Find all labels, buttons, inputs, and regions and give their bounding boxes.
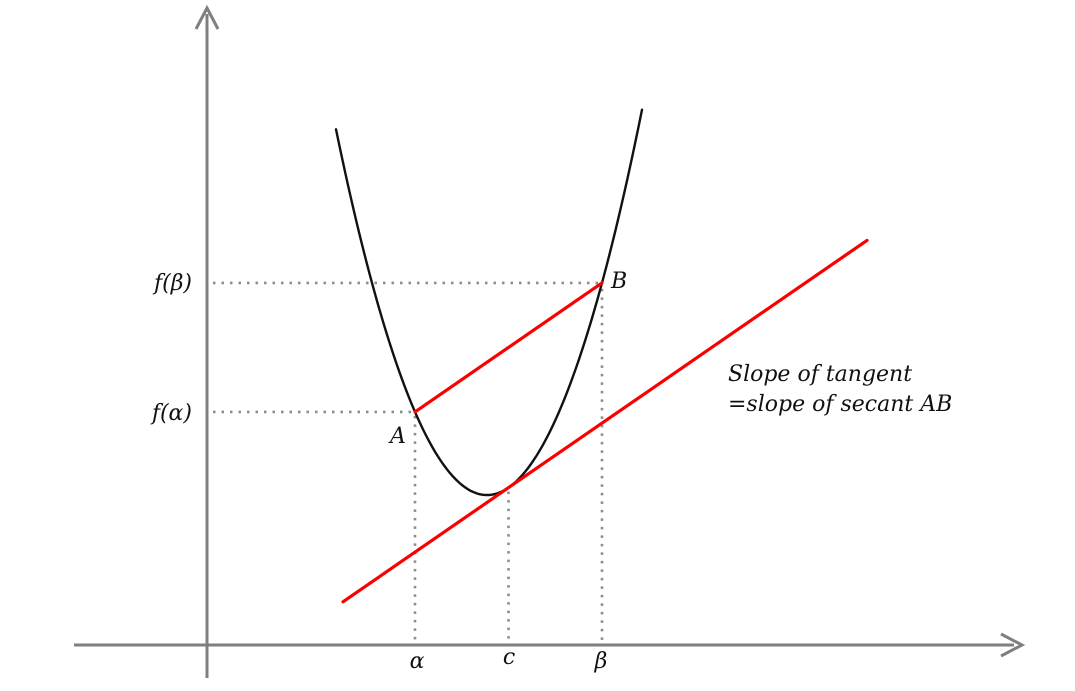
slope-annotation-line1: Slope of tangent bbox=[728, 362, 913, 387]
label-point-b: B bbox=[611, 269, 628, 294]
parabola-curve bbox=[334, 108, 644, 497]
tangent-line bbox=[341, 238, 869, 604]
y-axis-arrow-icon bbox=[194, 4, 220, 30]
label-alpha: α bbox=[409, 649, 425, 674]
label-f-alpha: f(α) bbox=[151, 401, 192, 426]
secant-line bbox=[413, 281, 604, 414]
x-axis-arrow-icon bbox=[1000, 632, 1026, 658]
slope-annotation-line2: =slope of secant AB bbox=[728, 392, 953, 417]
label-point-a: A bbox=[390, 424, 406, 449]
label-beta: β bbox=[594, 649, 608, 674]
label-f-beta: f(β) bbox=[153, 271, 192, 296]
label-c: c bbox=[502, 645, 516, 670]
slope-annotation: Slope of tangent =slope of secant AB bbox=[728, 360, 952, 420]
